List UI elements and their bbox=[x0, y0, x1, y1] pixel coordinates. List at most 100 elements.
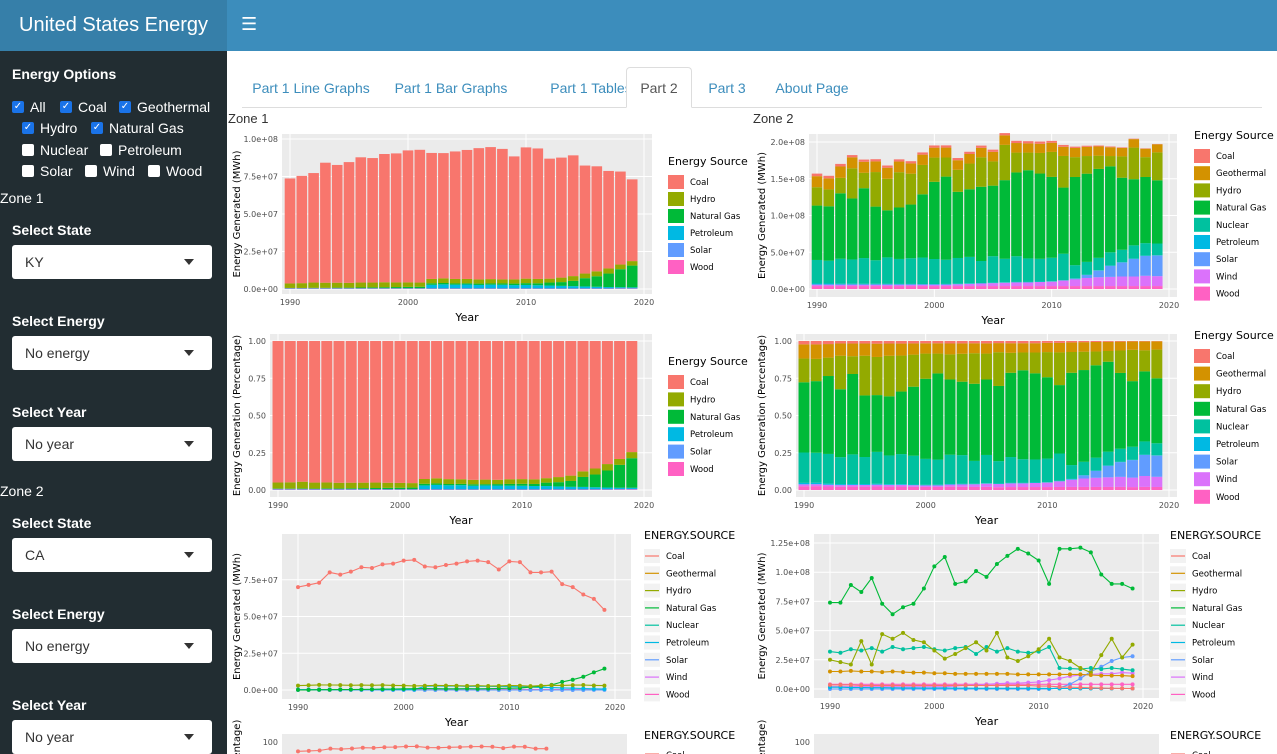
legend-swatch bbox=[668, 392, 684, 407]
checkbox-empty-icon[interactable] bbox=[100, 144, 112, 156]
checkbox-empty-icon[interactable] bbox=[22, 165, 34, 177]
bar-natural-gas bbox=[1151, 180, 1163, 244]
bar-nuclear bbox=[1054, 453, 1065, 481]
zone2-energy-select[interactable]: No energy bbox=[12, 629, 212, 663]
legend-label: Petroleum bbox=[1216, 440, 1259, 450]
checkbox-wood[interactable]: Wood bbox=[148, 163, 202, 179]
checkbox-coal[interactable]: ✓ Coal bbox=[60, 99, 107, 115]
bar-natural-gas bbox=[847, 373, 859, 455]
zone1-year-select[interactable]: No year bbox=[12, 427, 212, 461]
zone2-title: Zone 2 bbox=[753, 111, 794, 126]
z2-bar-chart: 0.0e+00 5.0e+07 1.0e+08 1.5e+08 2.0e+08 1990 2… bbox=[757, 129, 1274, 327]
data-point bbox=[1015, 649, 1020, 654]
bar-wind bbox=[1041, 482, 1053, 488]
bar-solar bbox=[1114, 462, 1126, 477]
checkbox-natural-gas[interactable]: ✓ Natural Gas bbox=[91, 120, 184, 136]
legend-swatch bbox=[1194, 235, 1210, 249]
legend-label: Wind bbox=[666, 673, 687, 683]
bar-petroleum bbox=[835, 484, 846, 486]
bar-wind bbox=[1151, 476, 1163, 487]
data-point bbox=[602, 686, 607, 691]
checkmark-icon[interactable]: ✓ bbox=[22, 122, 34, 134]
bar-natural-gas bbox=[414, 286, 426, 289]
checkbox-hydro[interactable]: ✓ Hydro bbox=[22, 120, 77, 136]
tab-part-1-bar-graphs[interactable]: Part 1 Bar Graphs bbox=[394, 79, 508, 96]
bar-natural-gas bbox=[956, 381, 968, 456]
y-tick-label: 0.50 bbox=[774, 412, 792, 421]
bar-hydro bbox=[556, 277, 567, 283]
tab-bar: Part 1 Line Graphs Part 1 Bar Graphs Part … bbox=[242, 67, 1262, 108]
checkmark-icon[interactable]: ✓ bbox=[60, 101, 72, 113]
bar-coal bbox=[1081, 145, 1093, 147]
checkbox-petroleum[interactable]: Petroleum bbox=[100, 142, 182, 158]
bar-wind bbox=[835, 485, 846, 487]
plot-background bbox=[282, 734, 627, 754]
data-point bbox=[1036, 679, 1041, 684]
sidebar: Energy Options ✓ All ✓ Coal ✓ Geothermal ✓ Hydr… bbox=[0, 51, 227, 754]
checkmark-icon[interactable]: ✓ bbox=[119, 101, 131, 113]
bar-natural-gas bbox=[1054, 385, 1065, 454]
data-point bbox=[1120, 686, 1125, 691]
tab-part-1-tables[interactable]: Part 1 Tables bbox=[550, 79, 632, 96]
bar-wood bbox=[944, 486, 956, 490]
checkbox-solar[interactable]: Solar bbox=[22, 163, 73, 179]
data-point bbox=[1005, 553, 1010, 558]
bar-natural-gas bbox=[993, 385, 1005, 462]
checkbox-wind[interactable]: Wind bbox=[85, 163, 135, 179]
tab-part-1-line-graphs[interactable]: Part 1 Line Graphs bbox=[252, 79, 370, 96]
tab-part-2[interactable]: Part 2 bbox=[626, 67, 692, 108]
legend-label: Petroleum bbox=[690, 430, 733, 440]
y-axis-label: (percentage) bbox=[757, 720, 768, 754]
checkbox-nuclear[interactable]: Nuclear bbox=[22, 142, 88, 158]
bar-natural-gas bbox=[544, 282, 555, 286]
plot-background bbox=[814, 734, 1159, 754]
data-point bbox=[974, 683, 979, 688]
bar-hydro bbox=[929, 157, 940, 182]
bar-petroleum bbox=[846, 283, 858, 285]
zone1-energy-select[interactable]: No energy bbox=[12, 336, 212, 370]
bar-wind bbox=[1046, 281, 1057, 287]
data-point bbox=[984, 574, 989, 579]
bar-wood bbox=[956, 486, 968, 490]
zone1-state-select[interactable]: KY bbox=[12, 245, 212, 279]
bar-natural-gas bbox=[822, 376, 834, 454]
bar-wood bbox=[504, 489, 516, 490]
legend-title: ENERGY.SOURCE bbox=[644, 729, 735, 742]
bar-petroleum bbox=[438, 284, 449, 289]
bar-wood bbox=[577, 489, 589, 490]
bar-hydro bbox=[895, 355, 907, 392]
checkbox-empty-icon[interactable] bbox=[22, 144, 34, 156]
legend-label: Solar bbox=[1216, 255, 1238, 265]
checkbox-empty-icon[interactable] bbox=[148, 165, 160, 177]
legend-swatch bbox=[1194, 166, 1210, 181]
tab-about-page[interactable]: About Page bbox=[775, 79, 849, 96]
zone1-state-value: KY bbox=[25, 254, 44, 270]
bar-wood bbox=[870, 286, 881, 289]
checkmark-icon[interactable]: ✓ bbox=[91, 122, 103, 134]
chevron-down-icon bbox=[184, 350, 194, 356]
zone2-state-select[interactable]: CA bbox=[12, 538, 212, 572]
data-point bbox=[1057, 655, 1062, 660]
checkmark-icon[interactable]: ✓ bbox=[12, 101, 24, 113]
bar-natural-gas bbox=[871, 395, 883, 452]
data-point bbox=[486, 684, 491, 689]
data-point bbox=[890, 683, 895, 688]
zone2-year-select[interactable]: No year bbox=[12, 720, 212, 754]
data-point bbox=[921, 586, 926, 591]
checkbox-all[interactable]: ✓ All bbox=[12, 99, 46, 115]
hamburger-menu-icon[interactable]: ☰ bbox=[241, 14, 258, 35]
bar-petroleum bbox=[893, 283, 905, 285]
bar-geothermal bbox=[1139, 341, 1151, 351]
data-point bbox=[560, 679, 565, 684]
bar-petroleum bbox=[473, 284, 485, 289]
bar-nuclear bbox=[1093, 257, 1104, 271]
bar-petroleum bbox=[882, 283, 893, 285]
data-point bbox=[317, 580, 322, 585]
y-tick-label: 2.5e+07 bbox=[243, 649, 278, 658]
bar-hydro bbox=[1151, 349, 1163, 379]
checkbox-geothermal[interactable]: ✓ Geothermal bbox=[119, 99, 210, 115]
data-point bbox=[828, 682, 832, 687]
checkbox-empty-icon[interactable] bbox=[85, 165, 97, 177]
tab-part-3[interactable]: Part 3 bbox=[708, 79, 746, 96]
zone2-year-value: No year bbox=[25, 729, 75, 745]
